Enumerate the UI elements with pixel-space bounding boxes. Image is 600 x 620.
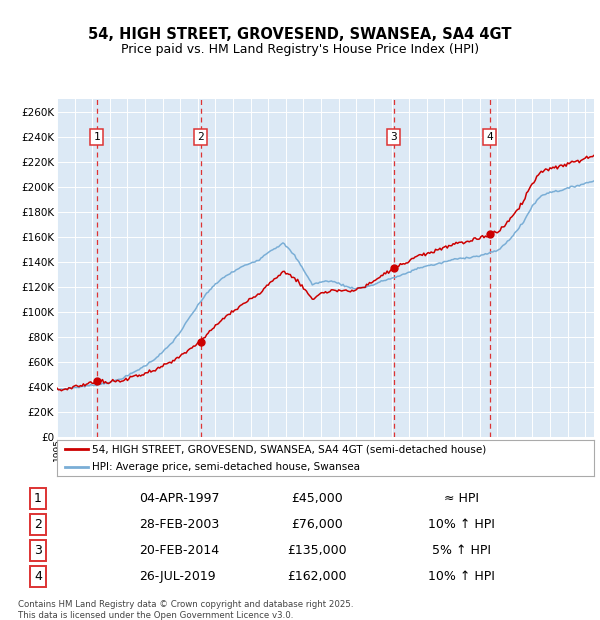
Text: 4: 4 xyxy=(486,131,493,142)
Text: ≈ HPI: ≈ HPI xyxy=(444,492,479,505)
Text: 04-APR-1997: 04-APR-1997 xyxy=(139,492,219,505)
Text: 10% ↑ HPI: 10% ↑ HPI xyxy=(428,570,495,583)
Text: 3: 3 xyxy=(34,544,42,557)
Text: 54, HIGH STREET, GROVESEND, SWANSEA, SA4 4GT: 54, HIGH STREET, GROVESEND, SWANSEA, SA4… xyxy=(88,27,512,42)
Text: Contains HM Land Registry data © Crown copyright and database right 2025.
This d: Contains HM Land Registry data © Crown c… xyxy=(18,600,353,620)
Text: £76,000: £76,000 xyxy=(292,518,343,531)
Text: 10% ↑ HPI: 10% ↑ HPI xyxy=(428,518,495,531)
Text: 2: 2 xyxy=(34,518,42,531)
Text: 54, HIGH STREET, GROVESEND, SWANSEA, SA4 4GT (semi-detached house): 54, HIGH STREET, GROVESEND, SWANSEA, SA4… xyxy=(92,445,486,454)
Text: £45,000: £45,000 xyxy=(292,492,343,505)
Text: 3: 3 xyxy=(391,131,397,142)
Text: 2: 2 xyxy=(197,131,204,142)
Text: £162,000: £162,000 xyxy=(287,570,347,583)
Text: 1: 1 xyxy=(34,492,42,505)
Text: 5% ↑ HPI: 5% ↑ HPI xyxy=(432,544,491,557)
Text: £135,000: £135,000 xyxy=(287,544,347,557)
Text: 26-JUL-2019: 26-JUL-2019 xyxy=(139,570,215,583)
Text: 1: 1 xyxy=(94,131,100,142)
Text: 4: 4 xyxy=(34,570,42,583)
Text: 20-FEB-2014: 20-FEB-2014 xyxy=(139,544,219,557)
Text: 28-FEB-2003: 28-FEB-2003 xyxy=(139,518,219,531)
Text: Price paid vs. HM Land Registry's House Price Index (HPI): Price paid vs. HM Land Registry's House … xyxy=(121,43,479,56)
Text: HPI: Average price, semi-detached house, Swansea: HPI: Average price, semi-detached house,… xyxy=(92,461,360,472)
